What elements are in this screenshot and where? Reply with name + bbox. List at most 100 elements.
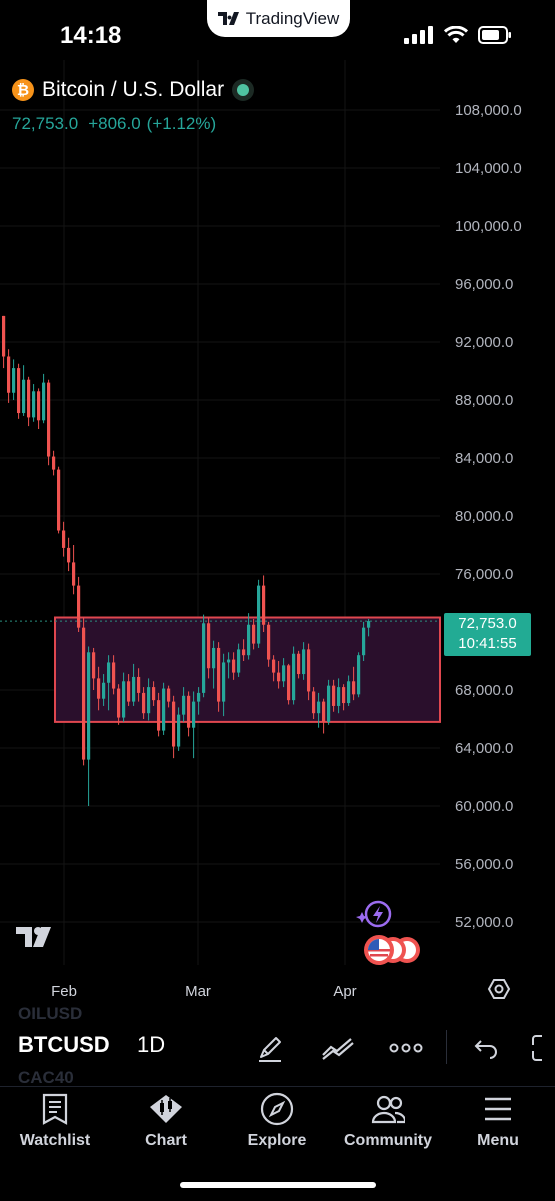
- tag-price: 72,753.0: [458, 615, 517, 632]
- price-summary: 72,753.0 +806.0 (+1.12%): [12, 114, 216, 134]
- candle-body: [307, 649, 311, 692]
- us-economic-events-icon[interactable]: [362, 934, 424, 966]
- candle-body: [172, 701, 176, 747]
- candle-body: [207, 623, 211, 669]
- nav-community[interactable]: Community: [333, 1092, 443, 1150]
- candle-body: [167, 688, 171, 702]
- candle-body: [192, 701, 196, 728]
- candle-body: [357, 655, 361, 695]
- candle-body: [27, 379, 31, 418]
- y-axis-label: 108,000.0: [455, 102, 522, 119]
- tradingview-badge[interactable]: TradingView: [207, 0, 350, 37]
- price-change-percent: (+1.12%): [146, 114, 217, 133]
- bitcoin-icon: ₿: [12, 79, 34, 101]
- fullscreen-icon[interactable]: [530, 1030, 555, 1066]
- price-chart[interactable]: 108,000.0 104,000.0 100,000.0 96,000.0 92,00…: [0, 0, 555, 1010]
- candle-body: [297, 653, 301, 675]
- chart-icon: [149, 1092, 183, 1126]
- candle-body: [22, 379, 26, 414]
- toolbar-divider: [446, 1030, 447, 1064]
- drawing-pen-icon[interactable]: [252, 1030, 288, 1066]
- candle-body: [277, 672, 281, 682]
- status-time: 14:18: [60, 22, 122, 49]
- candle-body: [262, 585, 266, 625]
- candle-body: [212, 647, 216, 669]
- candle-body: [77, 585, 81, 628]
- candle-body: [252, 624, 256, 644]
- y-axis-label: 64,000.0: [455, 740, 513, 757]
- price-change: +806.0: [88, 114, 141, 133]
- candle-body: [2, 315, 6, 357]
- candle-body: [132, 676, 136, 702]
- wifi-icon: [444, 26, 468, 43]
- bar-countdown: 10:41:55: [458, 635, 517, 652]
- y-axis-label: 92,000.0: [455, 334, 513, 351]
- battery-icon: [478, 26, 511, 44]
- candle-body: [312, 691, 316, 714]
- market-open-icon: [232, 79, 255, 101]
- candle-body: [332, 685, 336, 706]
- candle-body: [322, 701, 326, 722]
- candle-body: [142, 692, 146, 714]
- candle-body: [57, 469, 61, 531]
- signal-icon: [404, 26, 433, 44]
- candle-body: [32, 391, 36, 418]
- candle-body: [112, 662, 116, 689]
- ticker-next[interactable]: CAC40: [18, 1068, 74, 1087]
- candle-body: [117, 688, 121, 718]
- candle-body: [12, 368, 16, 393]
- candle-body: [287, 665, 291, 701]
- y-axis-label: 60,000.0: [455, 798, 513, 815]
- candle-body: [52, 456, 56, 470]
- candle-body: [222, 662, 226, 702]
- more-dots-icon[interactable]: [388, 1030, 424, 1066]
- candle-body: [272, 659, 276, 673]
- candle-body: [162, 688, 166, 731]
- symbol-header[interactable]: ₿ Bitcoin / U.S. Dollar: [12, 78, 255, 102]
- menu-icon: [481, 1092, 515, 1126]
- candle-body: [347, 681, 351, 704]
- y-axis-label: 104,000.0: [455, 160, 522, 177]
- undo-icon[interactable]: [468, 1030, 504, 1066]
- candle-body: [47, 382, 51, 457]
- candle-body: [7, 356, 11, 393]
- nav-watchlist[interactable]: Watchlist: [0, 1092, 110, 1150]
- x-axis-label: Apr: [333, 983, 356, 1000]
- y-axis-label: 80,000.0: [455, 508, 513, 525]
- candle-body: [352, 681, 356, 695]
- lightning-event-icon[interactable]: [354, 898, 394, 930]
- tradingview-logo-icon: [217, 11, 239, 25]
- candle-body: [97, 678, 101, 699]
- trend-lines-icon[interactable]: [320, 1030, 356, 1066]
- candle-body: [82, 627, 86, 760]
- candle-body: [67, 547, 71, 563]
- candle-body: [127, 681, 131, 702]
- candle-body: [187, 695, 191, 728]
- community-icon: [371, 1092, 405, 1126]
- candle-body: [282, 665, 286, 682]
- chart-settings-icon[interactable]: [486, 977, 512, 1001]
- nav-explore[interactable]: Explore: [222, 1092, 332, 1150]
- ticker-prev[interactable]: OILUSD: [18, 1004, 83, 1023]
- candle-body: [102, 682, 106, 699]
- candle-body: [182, 695, 186, 715]
- interval-button[interactable]: 1D: [137, 1032, 166, 1057]
- symbol-ticker[interactable]: BTCUSD: [18, 1032, 110, 1057]
- candle-body: [317, 701, 321, 714]
- candle-body: [92, 652, 96, 679]
- nav-menu[interactable]: Menu: [443, 1092, 553, 1150]
- candle-body: [72, 562, 76, 586]
- candle-body: [267, 624, 271, 660]
- candle-body: [17, 368, 21, 414]
- y-axis-label: 88,000.0: [455, 392, 513, 409]
- candle-body: [302, 649, 306, 675]
- candle-body: [217, 647, 221, 702]
- nav-chart[interactable]: Chart: [111, 1092, 221, 1150]
- last-price: 72,753.0: [12, 114, 79, 133]
- app-badge-label: TradingView: [245, 8, 340, 28]
- x-axis-label: Feb: [51, 983, 77, 1000]
- x-axis-label: Mar: [185, 983, 211, 1000]
- nav-chart-label: Chart: [145, 1132, 187, 1149]
- candle-body: [42, 382, 46, 421]
- candle-body: [242, 649, 246, 656]
